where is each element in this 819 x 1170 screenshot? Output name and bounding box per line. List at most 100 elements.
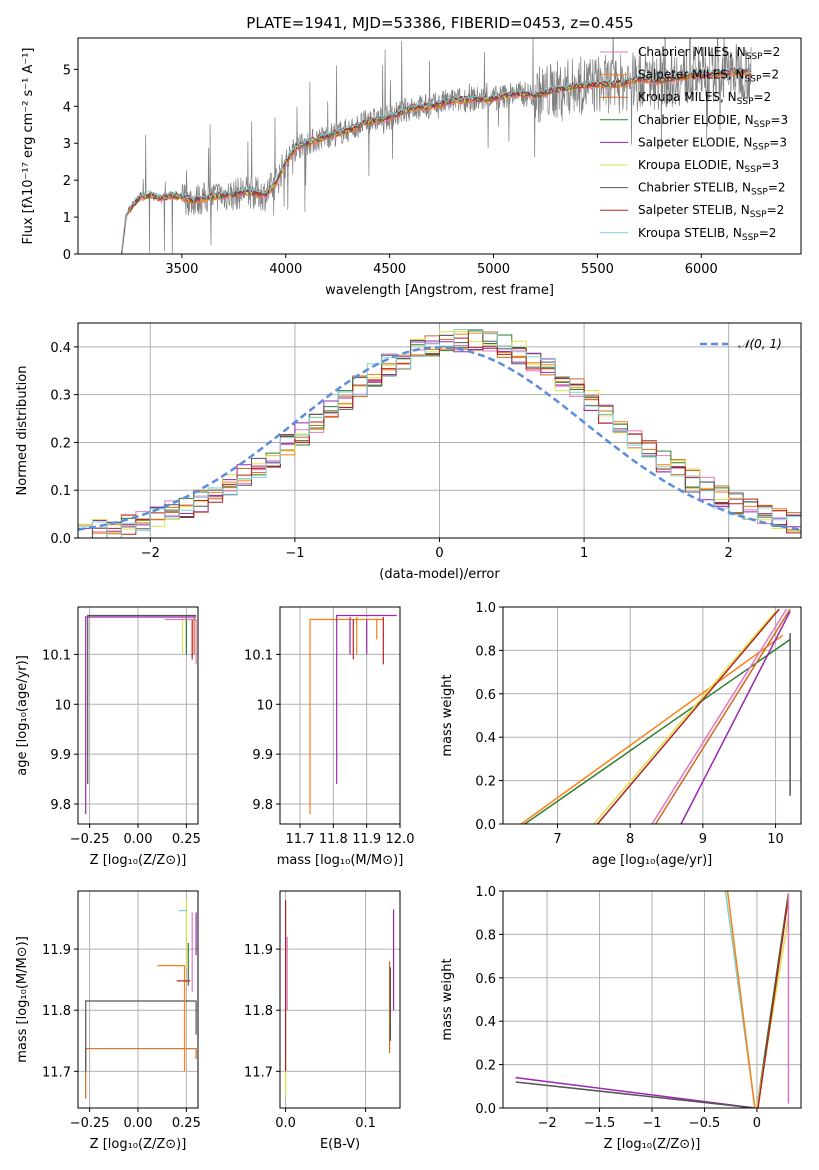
y-tick-label: 0.8 bbox=[475, 928, 496, 943]
y-tick-label: 0.0 bbox=[475, 1102, 496, 1117]
weight-Z-line bbox=[515, 1081, 755, 1108]
x-tick-label: 0 bbox=[435, 546, 443, 561]
y-tick-label: 10.1 bbox=[244, 648, 273, 663]
legend-subscript: SSP bbox=[745, 165, 762, 175]
legend-subscript: SSP bbox=[750, 210, 767, 220]
x-axis-label: Z [log₁₀(Z/Z⊙)] bbox=[90, 853, 187, 868]
legend-suffix: =3 bbox=[769, 135, 787, 149]
y-tick-label: 0.6 bbox=[475, 972, 496, 987]
y-tick-label: 2 bbox=[63, 174, 71, 189]
x-tick-label: 1 bbox=[580, 546, 588, 561]
legend-suffix: =2 bbox=[763, 45, 781, 59]
x-tick-label: 3500 bbox=[165, 262, 198, 277]
x-tick-label: −0.5 bbox=[689, 1116, 721, 1131]
legend-suffix: =3 bbox=[770, 113, 788, 127]
y-tick-label: 0.6 bbox=[475, 688, 496, 703]
x-tick-label: 0 bbox=[753, 1116, 761, 1131]
x-axis-label: mass [log₁₀(M/M⊙)] bbox=[277, 853, 404, 868]
x-tick-label: 5500 bbox=[581, 262, 614, 277]
y-tick-label: 9.8 bbox=[252, 798, 273, 813]
legend-subscript: SSP bbox=[751, 188, 768, 198]
model-spectrum bbox=[121, 67, 752, 252]
legend-subscript: SSP bbox=[752, 142, 769, 152]
legend-label: Salpeter MILES, NSSP=2 bbox=[638, 68, 779, 85]
weight-age-line bbox=[520, 634, 784, 824]
y-tick-label: 11.7 bbox=[244, 1065, 273, 1080]
legend-label: 𝒩(0, 1) bbox=[738, 337, 782, 351]
legend-label: Chabrier ELODIE, NSSP=3 bbox=[638, 113, 788, 130]
x-tick-label: −1 bbox=[642, 1116, 661, 1131]
x-tick-label: −1.5 bbox=[584, 1116, 616, 1131]
y-tick-label: 9.8 bbox=[50, 798, 71, 813]
legend-subscript: SSP bbox=[754, 120, 771, 130]
y-axis-label: mass weight bbox=[440, 674, 455, 756]
x-axis-label: age [log₁₀(age/yr)] bbox=[592, 853, 713, 868]
model-track bbox=[157, 965, 186, 1072]
y-tick-label: 11.9 bbox=[42, 943, 71, 958]
figure-title: PLATE=1941, MJD=53386, FIBERID=0453, z=0… bbox=[246, 14, 633, 32]
x-axis-label: (data-model)/error bbox=[379, 567, 500, 582]
y-tick-label: 10 bbox=[54, 698, 71, 713]
y-tick-label: 11.8 bbox=[42, 1004, 71, 1019]
y-tick-label: 11.8 bbox=[244, 1004, 273, 1019]
y-tick-label: 0.8 bbox=[475, 644, 496, 659]
y-tick-label: 3 bbox=[63, 137, 71, 152]
panel-weight-vs-age: 7 8 9 10 0.0 0.2 0.4 0.6 0.8 1.0 age [log₁₀(age/yr… bbox=[440, 601, 802, 868]
panel-age-vs-Z: −0.25 0.00 0.25 9.8 9.9 10 10.1 Z [log₁₀(Z/Z⊙)]… bbox=[15, 606, 201, 868]
y-axis-label: Normed distribution bbox=[15, 366, 30, 496]
axes-frame bbox=[502, 890, 802, 1109]
x-tick-label: 5000 bbox=[477, 262, 510, 277]
legend-label: Chabrier STELIB, NSSP=2 bbox=[638, 181, 786, 198]
y-tick-label: 5 bbox=[63, 63, 71, 78]
y-tick-label: 4 bbox=[63, 100, 71, 115]
plot-area bbox=[121, 38, 752, 254]
legend-suffix: =2 bbox=[761, 68, 779, 82]
x-tick-label: −2 bbox=[537, 1116, 556, 1131]
x-tick-label: −2 bbox=[141, 546, 160, 561]
weight-age-line bbox=[593, 610, 777, 824]
y-tick-label: 0.2 bbox=[50, 436, 71, 451]
legend-label: Kroupa STELIB, NSSP=2 bbox=[638, 226, 776, 243]
y-axis-label: Flux [fλ10⁻¹⁷ erg cm⁻² s⁻¹ A⁻¹] bbox=[21, 48, 36, 245]
panel-mass-vs-ebv: 0.0 0.1 11.7 11.8 11.9 E(B-V) bbox=[244, 890, 401, 1152]
legend-label: Chabrier MILES, NSSP=2 bbox=[638, 45, 780, 62]
axes-frame bbox=[279, 890, 401, 1109]
x-axis-label: Z [log₁₀(Z/Z⊙)] bbox=[90, 1137, 187, 1152]
y-axis-label: mass [log₁₀(M/M⊙)] bbox=[15, 936, 30, 1063]
weight-age-line bbox=[651, 608, 788, 824]
x-tick-label: 9 bbox=[699, 832, 707, 847]
x-axis-label: Z [log₁₀(Z/Z⊙)] bbox=[604, 1137, 701, 1152]
x-tick-label: 11.8 bbox=[319, 832, 348, 847]
x-tick-label: −0.25 bbox=[70, 832, 110, 847]
plot-area bbox=[78, 891, 198, 1108]
plot-area bbox=[503, 891, 801, 1108]
x-axis-label: E(B-V) bbox=[320, 1137, 360, 1152]
y-tick-label: 11.7 bbox=[42, 1065, 71, 1080]
y-tick-label: 9.9 bbox=[50, 748, 71, 763]
x-tick-label: 0.00 bbox=[124, 832, 153, 847]
weight-Z-line bbox=[757, 897, 790, 1108]
x-tick-label: 11.7 bbox=[286, 832, 315, 847]
legend-subscript: SSP bbox=[742, 233, 759, 243]
x-tick-label: 2 bbox=[725, 546, 733, 561]
legend-suffix: =2 bbox=[768, 181, 786, 195]
legend-subscript: SSP bbox=[746, 52, 763, 62]
x-axis-label: wavelength [Angstrom, rest frame] bbox=[325, 283, 554, 298]
x-tick-label: −0.25 bbox=[70, 1116, 110, 1131]
y-tick-label: 0.0 bbox=[50, 532, 71, 547]
panel-mass-vs-Z: −0.25 0.00 0.25 11.7 11.8 11.9 Z [log₁₀(Z/Z⊙)]… bbox=[15, 890, 201, 1152]
x-tick-label: 12.0 bbox=[386, 832, 415, 847]
legend-suffix: =2 bbox=[754, 90, 772, 104]
y-tick-label: 0.4 bbox=[50, 341, 71, 356]
legend-subscript: SSP bbox=[745, 75, 762, 85]
model-spectrum bbox=[121, 70, 752, 254]
model-track bbox=[87, 614, 197, 785]
model-track bbox=[85, 1048, 197, 1099]
legend-label: Salpeter ELODIE, NSSP=3 bbox=[638, 135, 787, 152]
x-tick-label: 8 bbox=[626, 832, 634, 847]
model-track bbox=[309, 618, 384, 814]
panel-weight-vs-Z: −2 −1.5 −1 −0.5 0 0.0 0.2 0.4 0.6 0.8 1.0 Z [log₁₀(… bbox=[440, 885, 802, 1152]
data-spectrum bbox=[121, 38, 752, 254]
weight-age-line bbox=[654, 608, 791, 824]
y-tick-label: 0.2 bbox=[475, 775, 496, 790]
